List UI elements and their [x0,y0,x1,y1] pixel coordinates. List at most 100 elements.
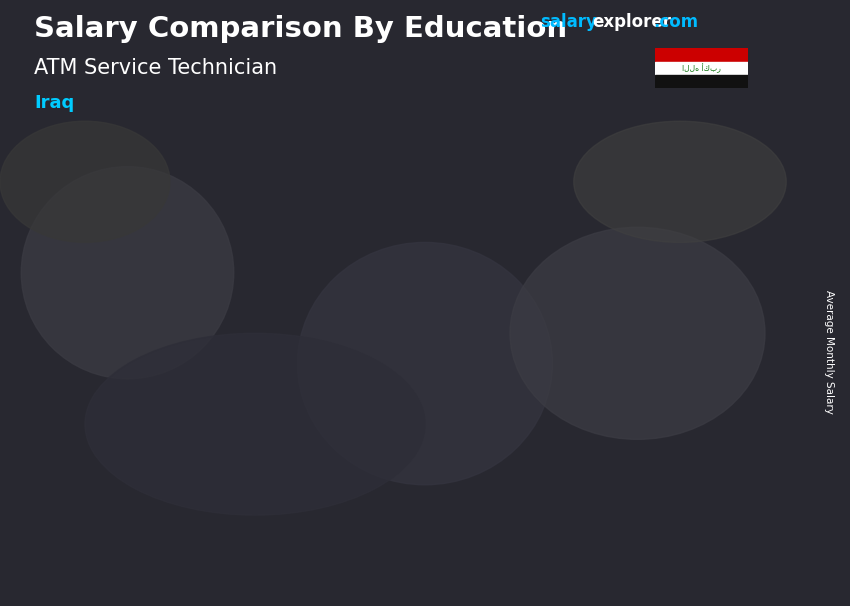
Bar [647,319,717,324]
Bar [351,513,360,521]
Bar [169,479,177,486]
Bar [282,500,351,502]
Bar [465,458,534,462]
Text: الله أكبر: الله أكبر [682,63,721,73]
Bar [534,353,542,364]
Bar [534,395,542,406]
Bar [351,433,360,441]
Bar [465,427,534,430]
Text: 658,000 IQD: 658,000 IQD [91,361,178,375]
Bar [647,503,717,507]
Bar [647,434,717,439]
Bar [99,462,169,465]
Bar [99,484,169,486]
Bar [99,474,169,476]
Bar [647,370,717,375]
Bar [99,422,169,424]
Bar [282,451,351,454]
Bar [282,497,351,500]
Bar [647,407,717,411]
Bar [99,498,169,500]
Bar [99,376,169,380]
Bar [647,475,717,480]
Bar [99,403,169,405]
Bar [282,444,351,446]
Bar [534,385,542,395]
Bar [99,460,169,462]
Bar [99,387,169,389]
Bar [99,458,169,460]
Bar [282,502,351,505]
Bar [99,486,169,488]
Bar [465,378,534,381]
Bar [282,436,351,438]
Bar [647,507,717,512]
Bar [282,382,351,385]
Bar [282,357,351,361]
Bar [282,430,351,433]
Bar [99,429,169,431]
Bar [282,371,351,374]
Bar [717,452,724,466]
Bar [465,357,534,360]
Bar [169,422,177,429]
Bar [282,415,351,417]
Bar [169,380,177,521]
Bar [282,406,351,409]
Bar [169,429,177,436]
Ellipse shape [85,333,425,515]
Bar [169,486,177,493]
Bar [99,490,169,493]
Bar [351,481,360,489]
Bar [282,516,351,519]
Text: explorer: explorer [592,13,672,32]
Bar [465,518,534,521]
Bar [169,450,177,458]
Bar [647,324,717,328]
Bar [465,420,534,423]
Bar [465,504,534,507]
Bar [99,488,169,490]
Bar [647,494,717,498]
Bar [282,494,351,497]
Bar [647,452,717,457]
Bar [647,239,717,246]
Bar [351,441,360,449]
Bar [99,448,169,450]
Bar [465,479,534,483]
Bar [465,423,534,427]
Bar [351,401,360,409]
Bar [99,516,169,519]
Bar [647,328,717,333]
Bar [647,287,717,292]
Bar [717,398,724,411]
Bar [465,472,534,476]
Bar [169,415,177,422]
Bar [99,467,169,469]
Bar [465,500,534,504]
Text: Certificate or
Diploma: Certificate or Diploma [269,538,365,571]
Bar [717,507,724,521]
Bar [654,62,748,75]
Bar [647,292,717,296]
Bar [717,480,724,494]
Bar [351,473,360,481]
Bar [534,427,542,437]
Bar [465,507,534,511]
Bar [465,318,534,322]
Bar [169,408,177,415]
Bar [282,374,351,377]
Bar [99,384,169,387]
Bar [465,360,534,364]
Bar [99,391,169,394]
Bar [282,401,351,404]
Bar [282,428,351,430]
Bar [465,483,534,486]
Text: 976,000 IQD: 976,000 IQD [456,293,542,307]
Bar [465,364,534,367]
Bar [647,273,717,278]
Bar [282,460,351,462]
Bar [282,404,351,406]
Bar [351,369,360,377]
Bar [647,305,717,310]
